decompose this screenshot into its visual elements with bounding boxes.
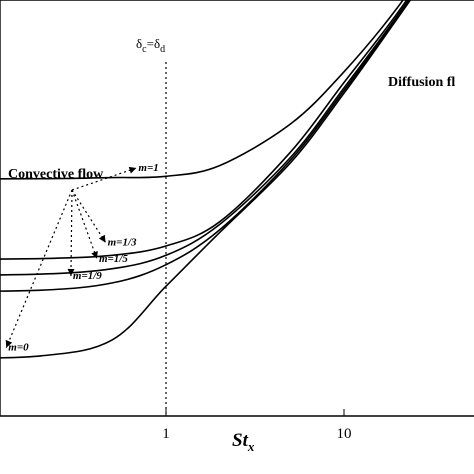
x-axis-label: Stx [232, 430, 255, 454]
arrow-m-1-5 [71, 189, 98, 259]
series-label-m-1-3: m=1/3 [108, 237, 137, 249]
x-tick-label: 1 [162, 426, 170, 442]
series-labels: m=1 m=1/3 m=1/5 m=1/9 m=0 [8, 162, 158, 354]
arrowhead-m-0 [5, 339, 13, 348]
ticks: 1 10 [162, 409, 352, 442]
series-label-m-1-9: m=1/9 [73, 270, 102, 282]
annotation-arrows [5, 166, 137, 348]
arrowhead-m-1-3 [98, 234, 106, 243]
arrow-m-1 [71, 167, 137, 191]
arrow-m-1-3 [71, 189, 107, 243]
axes [0, 0, 474, 417]
arrowhead-m-1 [128, 166, 137, 174]
series-line-m-0 [0, 0, 412, 359]
series-line-m-1-3 [0, 0, 408, 260]
arrow-m-0 [5, 189, 73, 348]
curves [0, 0, 412, 359]
series-line-m-1-9 [0, 0, 411, 292]
series-label-m-1-5: m=1/5 [99, 253, 128, 265]
x-tick-label: 10 [337, 426, 352, 442]
diffusion-flow-label: Diffusion fl [388, 75, 455, 90]
series-line-m-1-5 [0, 0, 410, 276]
series-line-m-1 [0, 0, 405, 180]
arrowhead-m-1-5 [91, 251, 98, 259]
arrowhead-m-1-9 [67, 268, 75, 276]
arrow-m-1-9 [70, 189, 73, 276]
series-label-m-1: m=1 [138, 162, 158, 174]
reference-line-label: δc=δd [136, 36, 165, 55]
convective-flow-label: Convective flow [8, 167, 104, 182]
series-label-m-0: m=0 [8, 342, 29, 354]
